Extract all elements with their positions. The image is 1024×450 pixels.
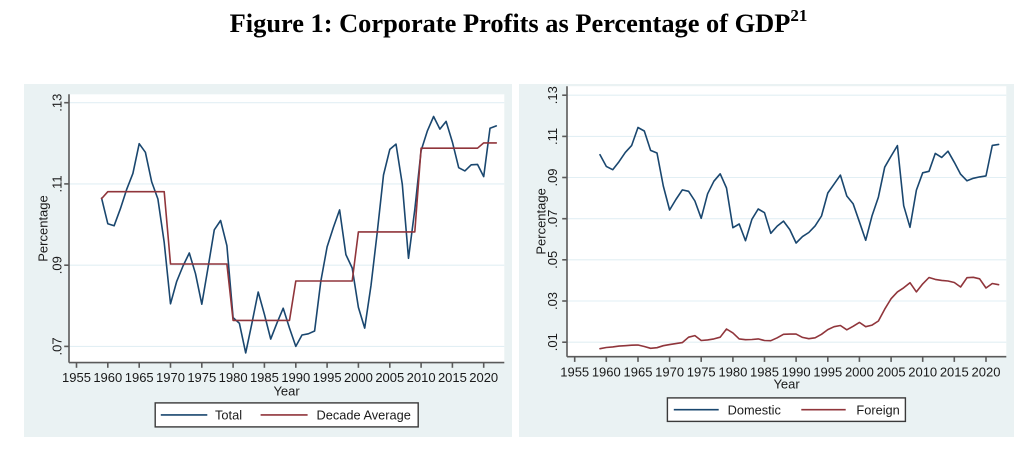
svg-text:1965: 1965 [624,364,653,379]
svg-text:1985: 1985 [750,364,779,379]
svg-text:.13: .13 [50,93,65,111]
svg-text:2020: 2020 [469,370,498,385]
svg-text:Total: Total [215,407,242,422]
svg-text:Decade Average: Decade Average [317,407,411,422]
svg-text:Year: Year [273,383,300,398]
svg-text:2015: 2015 [438,370,467,385]
svg-text:1980: 1980 [718,364,747,379]
svg-text:.13: .13 [545,86,560,104]
svg-text:.09: .09 [50,256,65,274]
svg-text:2000: 2000 [344,370,373,385]
svg-text:1970: 1970 [655,364,684,379]
svg-text:1970: 1970 [156,370,185,385]
svg-text:2010: 2010 [407,370,436,385]
svg-text:.03: .03 [545,292,560,310]
svg-text:1985: 1985 [250,370,279,385]
svg-text:1975: 1975 [687,364,716,379]
svg-text:1955: 1955 [560,364,589,379]
svg-text:1995: 1995 [313,370,342,385]
svg-text:1955: 1955 [62,370,91,385]
svg-text:2020: 2020 [972,364,1001,379]
svg-text:1995: 1995 [813,364,842,379]
svg-text:1990: 1990 [782,364,811,379]
svg-text:Percentage: Percentage [36,195,51,262]
svg-text:.07: .07 [545,209,560,227]
svg-text:1990: 1990 [281,370,310,385]
svg-text:2015: 2015 [940,364,969,379]
svg-text:.01: .01 [545,333,560,351]
svg-text:1960: 1960 [592,364,621,379]
svg-text:Foreign: Foreign [856,402,899,417]
svg-text:1975: 1975 [187,370,216,385]
svg-text:2005: 2005 [375,370,404,385]
svg-text:2010: 2010 [908,364,937,379]
svg-text:Percentage: Percentage [534,188,549,255]
svg-text:1965: 1965 [125,370,154,385]
svg-text:.05: .05 [545,250,560,268]
svg-text:1980: 1980 [219,370,248,385]
svg-text:Domestic: Domestic [728,402,782,417]
svg-text:2005: 2005 [877,364,906,379]
svg-text:2000: 2000 [845,364,874,379]
svg-text:.11: .11 [50,175,65,192]
svg-text:Year: Year [773,376,800,391]
svg-text:.11: .11 [545,128,560,145]
svg-text:.09: .09 [545,168,560,186]
svg-text:1960: 1960 [93,370,122,385]
svg-text:.07: .07 [50,337,65,355]
